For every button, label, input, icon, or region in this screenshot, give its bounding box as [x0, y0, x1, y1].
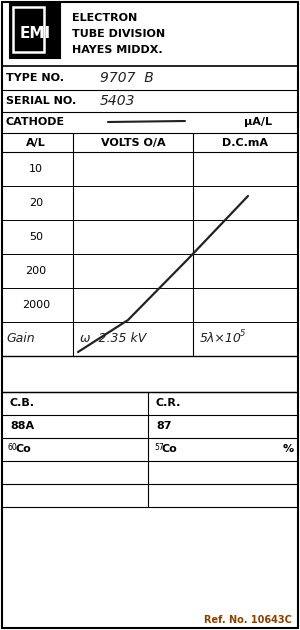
Text: 10: 10	[29, 164, 43, 174]
Bar	[10, 4, 60, 58]
Text: 2000: 2000	[22, 300, 50, 310]
Text: Ref. No. 10643C: Ref. No. 10643C	[204, 615, 292, 625]
Text: A/L: A/L	[26, 138, 46, 148]
Text: D.C.mA: D.C.mA	[222, 138, 268, 148]
Text: Co: Co	[16, 444, 32, 454]
Text: EMI: EMI	[20, 25, 51, 40]
Text: 87: 87	[156, 421, 172, 431]
Text: SERIAL NO.: SERIAL NO.	[6, 96, 76, 106]
Text: HAYES MIDDX.: HAYES MIDDX.	[72, 45, 163, 55]
Text: TYPE NO.: TYPE NO.	[6, 73, 64, 83]
Text: 20: 20	[29, 198, 43, 208]
Text: 57: 57	[154, 444, 164, 452]
Text: VOLTS O/A: VOLTS O/A	[101, 138, 165, 148]
Text: Gain: Gain	[6, 333, 34, 345]
Text: ω  2.35 kV: ω 2.35 kV	[80, 333, 146, 345]
Text: C.B.: C.B.	[10, 398, 35, 408]
Bar	[13, 7, 44, 52]
Text: ELECTRON: ELECTRON	[72, 13, 137, 23]
Text: 50: 50	[29, 232, 43, 242]
Text: 88A: 88A	[10, 421, 34, 431]
Text: 5403: 5403	[100, 94, 136, 108]
Text: 5λ×10: 5λ×10	[200, 333, 242, 345]
Text: 60: 60	[8, 444, 18, 452]
Text: %: %	[283, 444, 294, 454]
Text: 5: 5	[240, 329, 245, 338]
Text: 9707  B: 9707 B	[100, 71, 154, 85]
Text: TUBE DIVISION: TUBE DIVISION	[72, 29, 165, 39]
Text: 200: 200	[26, 266, 46, 276]
Text: μA/L: μA/L	[244, 117, 272, 127]
Text: C.R.: C.R.	[156, 398, 182, 408]
Text: Co: Co	[162, 444, 178, 454]
Text: CATHODE: CATHODE	[6, 117, 65, 127]
